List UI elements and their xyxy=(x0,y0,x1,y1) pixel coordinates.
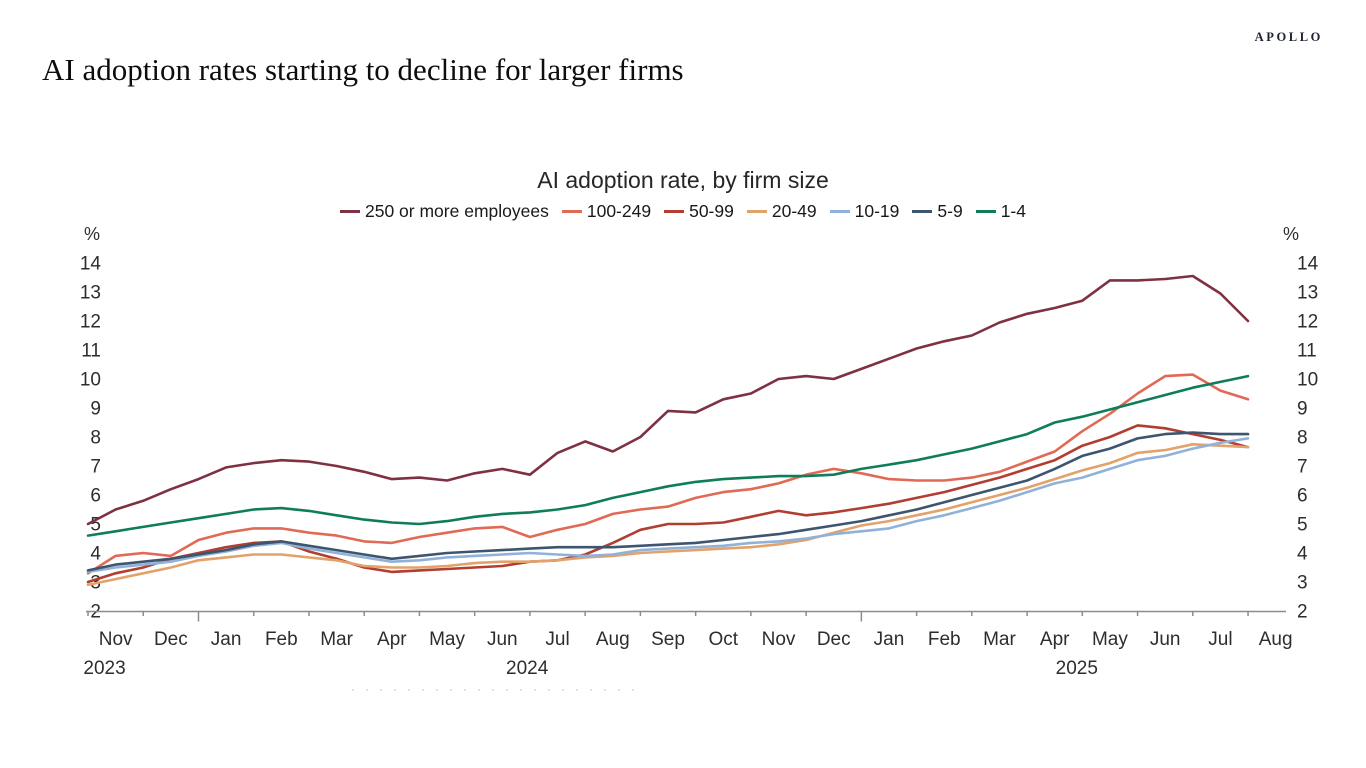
legend-item: 10-19 xyxy=(829,201,900,222)
x-year-label: 2024 xyxy=(506,658,549,679)
x-tick-label: May xyxy=(1092,629,1128,650)
legend-label: 100-249 xyxy=(586,201,652,221)
page-title: AI adoption rates starting to decline fo… xyxy=(42,52,684,87)
legend-label: 1-4 xyxy=(1000,201,1026,221)
y-axis-label-right: 5 xyxy=(1297,515,1308,536)
y-axis-label-left: 11 xyxy=(81,341,101,362)
y-axis-label-right: 8 xyxy=(1297,428,1308,449)
faint-source-smudge xyxy=(352,689,642,691)
x-tick-label: Mar xyxy=(320,629,353,650)
legend-swatch xyxy=(340,210,360,213)
x-tick-label: Dec xyxy=(817,629,851,650)
y-axis-label-left: 12 xyxy=(80,312,101,333)
y-axis-label-right: 2 xyxy=(1297,602,1308,623)
x-year-label: 2025 xyxy=(1056,658,1098,679)
legend-item: 20-49 xyxy=(746,201,817,222)
legend-item: 1-4 xyxy=(975,201,1026,222)
x-tick-label: Apr xyxy=(1040,629,1070,650)
x-tick-label: Mar xyxy=(983,629,1016,650)
legend-label: 5-9 xyxy=(937,201,963,221)
x-tick-label: Jun xyxy=(487,629,518,650)
x-tick-label: May xyxy=(429,629,465,650)
x-tick-label: Nov xyxy=(762,629,796,650)
x-tick-label: Jul xyxy=(1208,629,1232,650)
legend-item: 50-99 xyxy=(664,201,734,222)
y-axis-label-left: 7 xyxy=(90,457,101,478)
y-axis-label-left: 6 xyxy=(90,486,101,507)
y-axis-label-left: 10 xyxy=(80,370,101,391)
series-line-1-4 xyxy=(86,374,1250,537)
series-line-20-49 xyxy=(86,442,1250,587)
y-axis-label-left: 4 xyxy=(90,544,101,565)
apollo-logo: APOLLO xyxy=(1254,30,1323,44)
series-line-250-or-more-employees xyxy=(86,274,1250,526)
y-axis-label-left: 9 xyxy=(90,399,101,420)
series-line-5-9 xyxy=(86,431,1250,572)
legend-swatch xyxy=(746,210,767,213)
x-tick-label: Dec xyxy=(154,629,188,650)
x-tick-label: Jul xyxy=(545,629,569,650)
y-axis-label-left: 14 xyxy=(80,254,102,275)
legend-item: 100-249 xyxy=(561,201,652,222)
legend-label: 50-99 xyxy=(689,201,734,221)
legend-swatch xyxy=(975,210,996,213)
legend-swatch xyxy=(561,210,582,213)
x-tick-label: Feb xyxy=(928,629,961,650)
y-axis-label-left: 8 xyxy=(90,428,101,449)
x-tick-label: Sep xyxy=(651,629,685,650)
y-axis-label-right: 3 xyxy=(1297,573,1308,594)
series-line-100-249 xyxy=(86,373,1250,575)
legend-label: 250 or more employees xyxy=(365,201,549,221)
legend-swatch xyxy=(912,210,933,213)
y-axis-label-left: 5 xyxy=(90,515,101,536)
y-axis-label-right: 12 xyxy=(1297,312,1318,333)
y-axis-unit-right: % xyxy=(1283,224,1299,244)
legend-label: 10-19 xyxy=(854,201,900,221)
y-axis-label-left: 13 xyxy=(80,283,101,304)
series-line-10-19 xyxy=(86,437,1250,574)
x-tick-label: Jan xyxy=(874,629,905,650)
x-tick-label: Jun xyxy=(1150,629,1181,650)
x-tick-label: Aug xyxy=(596,629,630,650)
x-tick-label: Jan xyxy=(211,629,242,650)
legend-label: 20-49 xyxy=(771,201,817,221)
legend-swatch xyxy=(664,210,685,213)
y-axis-unit-left: % xyxy=(84,224,100,244)
y-axis-label-right: 4 xyxy=(1297,544,1308,565)
x-year-label: 2023 xyxy=(83,658,125,679)
x-tick-label: Apr xyxy=(377,629,407,650)
y-axis-label-right: 10 xyxy=(1297,370,1318,391)
legend-item: 250 or more employees xyxy=(340,201,549,222)
x-tick-label: Nov xyxy=(99,629,133,650)
y-axis-label-right: 9 xyxy=(1297,399,1308,420)
y-axis-label-right: 14 xyxy=(1297,254,1319,275)
y-axis-label-right: 11 xyxy=(1297,341,1317,362)
legend-item: 5-9 xyxy=(912,201,963,222)
x-tick-label: Feb xyxy=(265,629,298,650)
legend-swatch xyxy=(829,210,850,213)
y-axis-label-right: 6 xyxy=(1297,486,1308,507)
x-tick-label: Aug xyxy=(1259,629,1293,650)
series-line-50-99 xyxy=(86,424,1250,584)
chart-legend: 250 or more employees 100-249 50-99 20-49 10… xyxy=(0,201,1366,222)
y-axis-label-right: 7 xyxy=(1297,457,1308,478)
x-tick-label: Oct xyxy=(708,629,738,650)
y-axis-label-right: 13 xyxy=(1297,283,1318,304)
chart-title: AI adoption rate, by firm size xyxy=(537,167,829,193)
